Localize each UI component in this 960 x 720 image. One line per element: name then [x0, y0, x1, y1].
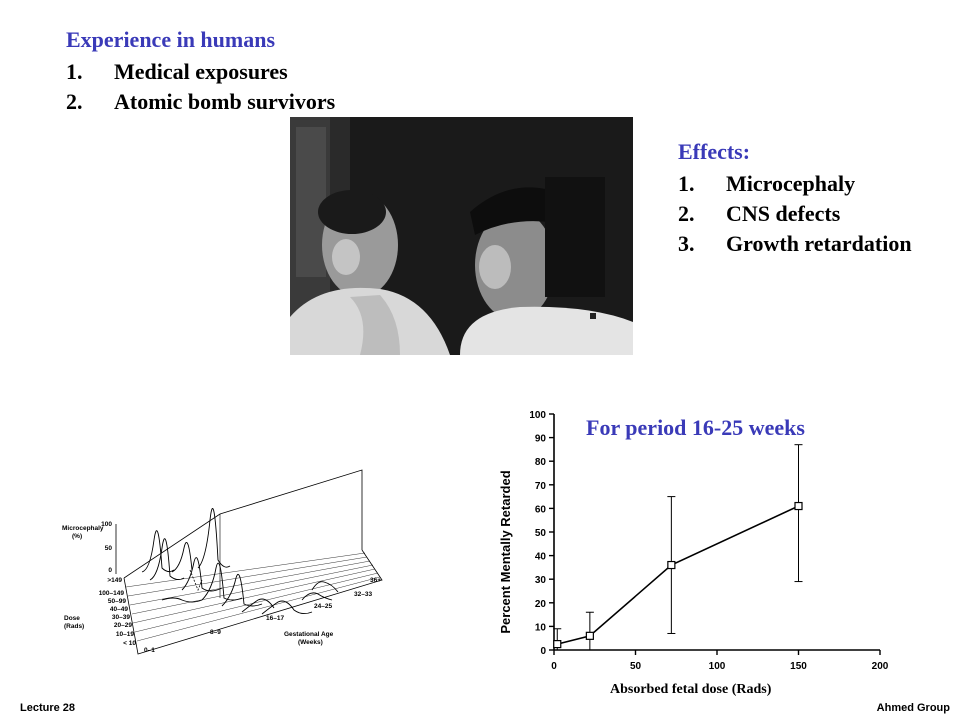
- data-point: [553, 640, 562, 649]
- y-tick-label: 100: [529, 410, 546, 421]
- y-tick-label: 50: [535, 528, 547, 539]
- dose-tick-label: 10–19: [116, 631, 134, 638]
- x-tick-label: 100: [709, 661, 726, 672]
- chart-axes: 0 10 20 30 40 50 60 70 80 90 100 0 50 100 150 200: [529, 410, 888, 672]
- dose-tick-label: 20–29: [114, 622, 132, 629]
- effects-heading: Effects:: [678, 139, 751, 164]
- age-tick-label: 0–1: [144, 647, 155, 654]
- x-axis-label: Absorbed fetal dose (Rads): [610, 682, 772, 697]
- y-axis-label: Percent Mentally Retarded: [498, 470, 513, 633]
- age-axis-unit: (Weeks): [298, 639, 323, 646]
- exposure-list: 1. Medical exposures 2. Atomic bomb surviv…: [66, 57, 335, 117]
- age-tick-label: 24–25: [314, 603, 332, 610]
- mental-retardation-chart: 0 10 20 30 40 50 60 70 80 90 100 0 50 100 150 200 Perce…: [498, 410, 889, 672]
- chart-title: For period 16-25 weeks: [586, 415, 805, 440]
- dose-tick-label: 30–39: [112, 614, 130, 621]
- z-axis-label: Microcephaly: [62, 525, 104, 532]
- y-tick-label: 40: [535, 552, 547, 563]
- age-tick-label: 8–9: [210, 629, 221, 636]
- age-tick-label: 32–33: [354, 591, 372, 598]
- microcephaly-3d-plot: Microcephaly (%) 100 50 0 >149 100–149 5…: [62, 469, 383, 655]
- y-tick-label: 60: [535, 504, 547, 515]
- data-line: [557, 505, 799, 645]
- y-tick-label: 0: [540, 646, 546, 657]
- list-item: 3. Growth retardation: [678, 231, 912, 256]
- age-tick-label: 16–17: [266, 615, 284, 622]
- z-tick-label: 50: [105, 545, 113, 552]
- x-tick-label: 200: [872, 661, 889, 672]
- data-point: [667, 560, 676, 570]
- list-item: 1. Microcephaly: [678, 171, 856, 196]
- section-heading: Experience in humans: [66, 27, 276, 52]
- y-tick-label: 10: [535, 622, 547, 633]
- age-axis-label: Gestational Age: [284, 631, 334, 638]
- list-item: 1. Medical exposures: [66, 59, 288, 84]
- dose-tick-label: 100–149: [99, 590, 125, 597]
- dose-tick-label: 40–49: [110, 606, 128, 613]
- list-item: 2. Atomic bomb survivors: [66, 89, 336, 114]
- chart-marks: [553, 444, 803, 651]
- dose-axis-label: Dose: [64, 615, 80, 622]
- data-point: [585, 631, 594, 640]
- survivors-photo: [290, 117, 633, 355]
- dose-axis-unit: (Rads): [64, 623, 84, 630]
- list-item: 2. CNS defects: [678, 201, 841, 226]
- y-tick-label: 30: [535, 575, 547, 586]
- dose-tick-label: 50–99: [108, 598, 126, 605]
- dose-tick-label: >149: [107, 577, 122, 584]
- photo-illustration: [290, 117, 633, 355]
- y-tick-label: 80: [535, 457, 547, 468]
- y-tick-label: 90: [535, 434, 547, 445]
- effects-list: 1. Microcephaly 2. CNS defects 3. Growth re…: [678, 169, 912, 259]
- data-point: [794, 501, 803, 511]
- y-tick-label: 20: [535, 599, 547, 610]
- footer-group: Ahmed Group: [876, 702, 950, 714]
- age-tick-label: 36+: [370, 577, 381, 584]
- z-tick-label: 0: [108, 567, 112, 574]
- x-tick-label: 150: [790, 661, 807, 672]
- z-tick-label: 100: [101, 521, 112, 528]
- dose-tick-label: < 10: [123, 640, 136, 647]
- y-tick-label: 70: [535, 481, 547, 492]
- footer-lecture: Lecture 28: [20, 702, 76, 714]
- z-axis-unit: (%): [72, 533, 82, 540]
- x-tick-label: 0: [551, 661, 557, 672]
- x-tick-label: 50: [630, 661, 642, 672]
